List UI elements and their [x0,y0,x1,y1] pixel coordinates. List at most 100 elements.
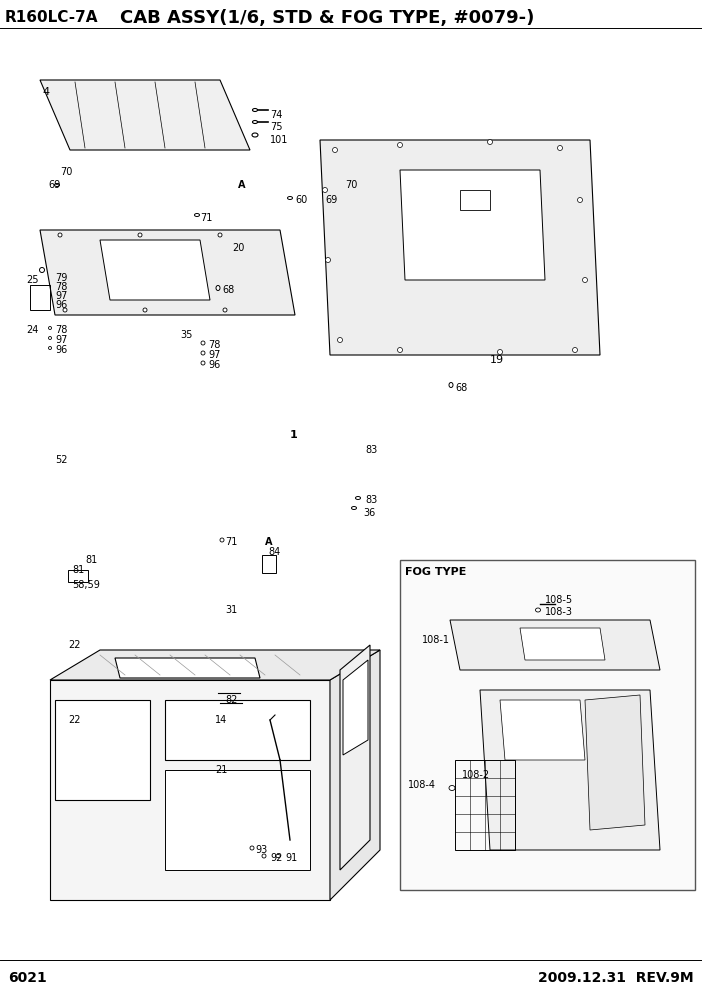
Ellipse shape [48,326,51,329]
Text: 93: 93 [255,845,267,855]
Ellipse shape [449,786,455,791]
Polygon shape [480,690,660,850]
Bar [262,555,276,573]
Polygon shape [40,80,250,150]
Ellipse shape [55,184,60,186]
Text: 81: 81 [72,565,84,575]
Text: 36: 36 [363,508,376,518]
Ellipse shape [223,308,227,312]
Bar [400,560,695,890]
Text: R160LC-7A: R160LC-7A [5,11,98,26]
Polygon shape [320,140,600,355]
Text: 70: 70 [345,180,357,190]
Bar [68,570,88,582]
Text: A: A [265,537,272,547]
Text: 81: 81 [85,555,98,565]
Text: 82: 82 [225,695,237,705]
Ellipse shape [216,286,220,291]
Text: 96: 96 [55,300,67,310]
Text: 79: 79 [55,273,67,283]
Text: 83: 83 [365,495,377,505]
Ellipse shape [397,347,402,352]
Ellipse shape [322,187,328,192]
Text: 22: 22 [68,640,81,650]
Text: 74: 74 [270,110,282,120]
Ellipse shape [220,538,224,542]
Text: 52: 52 [55,455,67,465]
Text: 6021: 6021 [8,971,47,985]
Ellipse shape [498,349,503,354]
Bar [460,190,490,210]
Ellipse shape [201,341,205,345]
Ellipse shape [397,143,402,148]
Text: 83: 83 [365,445,377,455]
Text: 75: 75 [270,122,282,132]
Text: 25: 25 [26,275,39,285]
Ellipse shape [194,213,199,216]
Bar [30,285,50,310]
Polygon shape [40,230,295,315]
Ellipse shape [352,507,357,510]
Ellipse shape [573,347,578,352]
Ellipse shape [143,308,147,312]
Text: 108-1: 108-1 [422,635,450,645]
Polygon shape [100,240,210,300]
Bar [455,760,515,850]
Polygon shape [50,680,330,900]
Text: FOG TYPE: FOG TYPE [405,567,466,577]
Text: 69: 69 [325,195,337,205]
Polygon shape [165,700,310,760]
Ellipse shape [253,120,258,123]
Ellipse shape [262,854,266,858]
Text: 58,59: 58,59 [72,580,100,590]
Text: 78: 78 [55,325,67,335]
Text: 68: 68 [455,383,468,393]
Text: 108-2: 108-2 [462,770,490,780]
Text: 71: 71 [225,537,237,547]
Text: 78: 78 [55,282,67,292]
Ellipse shape [218,233,222,237]
Text: 96: 96 [208,360,220,370]
Text: CAB ASSY(1/6, STD & FOG TYPE, #0079-): CAB ASSY(1/6, STD & FOG TYPE, #0079-) [120,9,534,27]
Text: 96: 96 [55,345,67,355]
Polygon shape [115,658,260,678]
Polygon shape [500,700,585,760]
Ellipse shape [275,854,281,857]
Polygon shape [450,620,660,670]
Ellipse shape [449,383,453,388]
Ellipse shape [333,148,338,153]
Text: 70: 70 [60,167,72,177]
Text: 101: 101 [270,135,289,145]
Text: 4: 4 [42,87,49,97]
Text: 92: 92 [270,853,282,863]
Text: 24: 24 [26,325,39,335]
Polygon shape [330,650,380,900]
Ellipse shape [39,268,44,273]
Polygon shape [165,770,310,870]
Text: 84: 84 [268,547,280,557]
Text: 71: 71 [200,213,213,223]
Ellipse shape [201,351,205,355]
Text: 2009.12.31  REV.9M: 2009.12.31 REV.9M [538,971,694,985]
Text: 19: 19 [490,355,504,365]
Text: 60: 60 [295,195,307,205]
Text: 35: 35 [180,330,192,340]
Text: 20: 20 [232,243,244,253]
Ellipse shape [355,497,361,500]
Text: 69: 69 [48,180,60,190]
Polygon shape [55,700,150,800]
Ellipse shape [583,278,588,283]
Ellipse shape [48,346,51,349]
Text: 108-4: 108-4 [408,780,436,790]
Ellipse shape [201,361,205,365]
Text: 78: 78 [208,340,220,350]
Polygon shape [400,170,545,280]
Text: 97: 97 [208,350,220,360]
Polygon shape [50,650,380,680]
Text: 31: 31 [225,605,237,615]
Ellipse shape [253,108,258,111]
Polygon shape [585,695,645,830]
Ellipse shape [338,337,343,342]
Ellipse shape [288,196,293,199]
Text: A: A [238,180,246,190]
